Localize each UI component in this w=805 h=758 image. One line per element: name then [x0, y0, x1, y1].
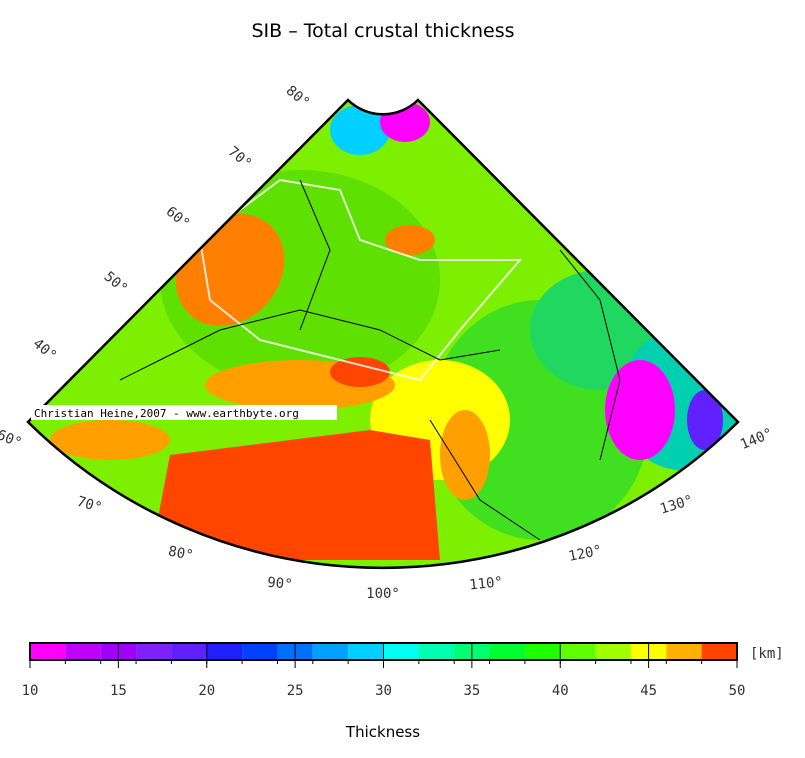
colorbar-segment — [524, 643, 561, 660]
colorbar-segment — [348, 643, 384, 660]
colorbar-segment — [418, 643, 455, 660]
map-frame — [26, 98, 740, 570]
colorbar-segment — [171, 643, 207, 660]
lon-label: 70° — [75, 494, 104, 517]
colorbar-label: Thickness — [345, 723, 420, 741]
colorbar-tick-label: 30 — [375, 683, 392, 699]
colorbar-tick-label: 45 — [640, 683, 657, 699]
lon-label: 100° — [366, 586, 400, 602]
title: SIB – Total crustal thickness — [251, 20, 514, 42]
lat-label: 50° — [101, 269, 131, 298]
colorbar-segment — [206, 643, 243, 660]
colorbar-unit: [km] — [750, 646, 784, 662]
colorbar-segment — [65, 643, 101, 660]
colorbar-segment — [30, 643, 66, 660]
colorbar-segment — [560, 643, 596, 660]
colorbar-segment — [136, 643, 172, 660]
lat-label: 80° — [283, 83, 313, 112]
colorbar-tick-label: 20 — [198, 683, 215, 699]
colorbar-segment — [666, 643, 702, 660]
map-field — [28, 100, 738, 568]
lon-label: 60° — [0, 427, 24, 451]
colorbar-tick-label: 10 — [22, 683, 39, 699]
colorbar-segment — [595, 643, 631, 660]
lon-label: 110° — [469, 574, 504, 593]
colorbar-segment — [489, 643, 525, 660]
lat-label: 70° — [225, 144, 255, 173]
colorbar-tick-label: 40 — [552, 683, 569, 699]
lon-label: 130° — [658, 492, 695, 517]
colorbar-tick-label: 35 — [463, 683, 480, 699]
lon-label: 90° — [267, 575, 294, 593]
lon-label: 80° — [167, 543, 195, 564]
colorbar-tick-label: 25 — [287, 683, 304, 699]
credit: Christian Heine,2007 - www.earthbyte.org — [34, 407, 299, 420]
colorbar-segment — [383, 643, 419, 660]
lon-label: 140° — [738, 425, 775, 453]
lat-label: 40° — [30, 336, 60, 365]
colorbar-segment — [312, 643, 349, 660]
lon-label: 120° — [567, 543, 603, 565]
colorbar-tick-label: 50 — [729, 683, 746, 699]
colorbar-segment — [701, 643, 737, 660]
credit-box — [31, 405, 337, 420]
colorbar-tick-label: 15 — [110, 683, 127, 699]
lat-label: 60° — [163, 204, 193, 233]
colorbar-segment — [242, 643, 278, 660]
